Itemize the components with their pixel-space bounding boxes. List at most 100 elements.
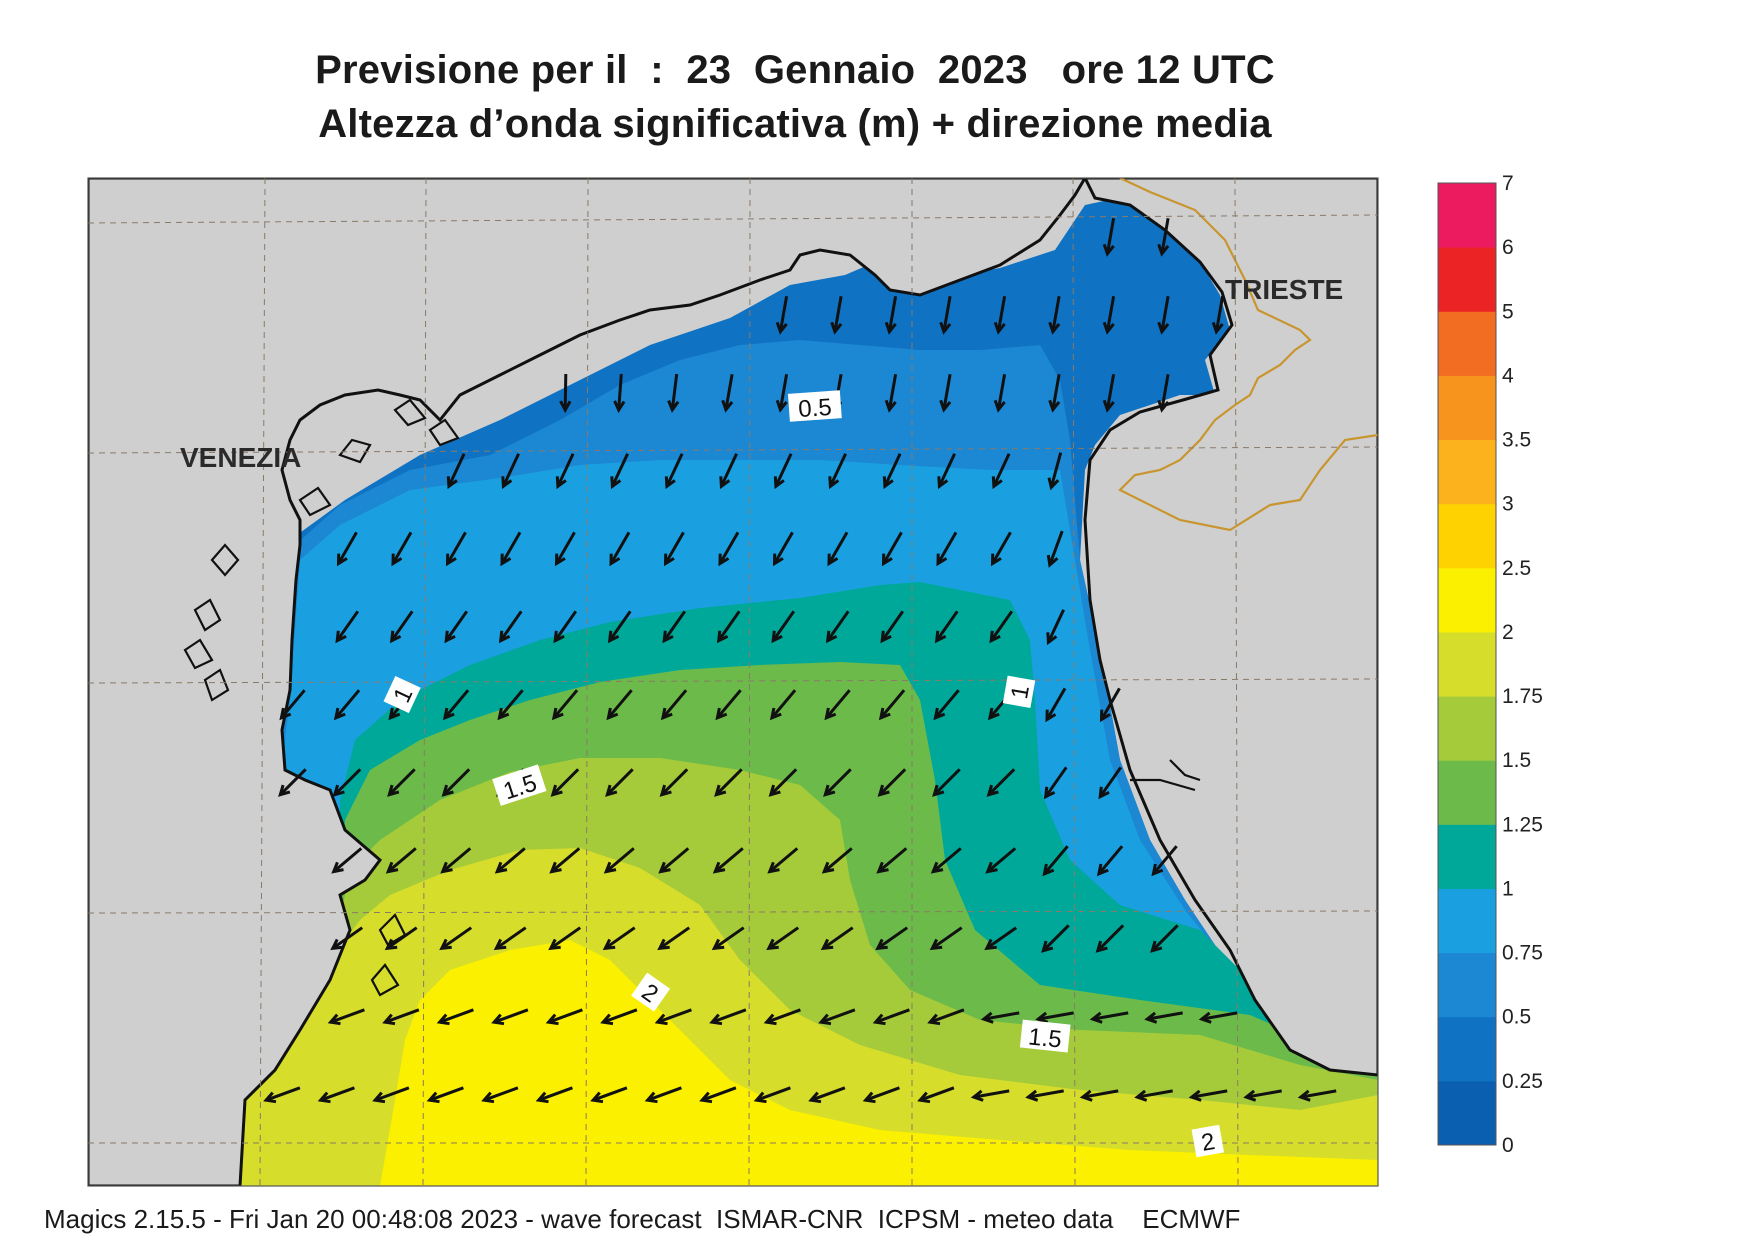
wave-arrow <box>384 1008 420 1024</box>
wave-arrow <box>1105 374 1116 410</box>
colorbar-tick-label: 5 <box>1502 300 1514 323</box>
wave-arrow-head <box>1102 243 1115 257</box>
colorbar-swatch <box>1438 824 1496 889</box>
wave-arrow-head <box>884 321 897 335</box>
wave-arrow-head <box>989 630 1001 644</box>
wave-arrow-head <box>1047 477 1060 491</box>
wave-arrow <box>714 847 744 873</box>
wave-arrow-head <box>610 476 622 490</box>
wave-arrow-head <box>1089 1011 1103 1024</box>
wave-arrow <box>495 926 527 950</box>
wave-arrow <box>563 373 568 411</box>
wave-arrow-head <box>263 1091 277 1104</box>
wave-arrow <box>1045 687 1067 721</box>
wave-arrow <box>822 926 854 950</box>
sea-band-2 <box>380 940 1378 1186</box>
wave-arrow <box>617 373 623 411</box>
wave-arrow <box>931 926 963 950</box>
wave-arrow-head <box>555 476 567 490</box>
wave-arrow <box>1160 296 1170 332</box>
wave-arrow <box>1044 766 1068 798</box>
wave-arrow <box>1160 218 1170 254</box>
wave-arrow-head <box>714 784 727 797</box>
city-label-venezia: VENEZIA <box>180 442 301 473</box>
wave-arrow-head <box>481 1091 495 1104</box>
wave-arrow <box>942 374 952 410</box>
wave-arrow-head <box>442 707 455 721</box>
wave-arrow-head <box>709 1013 723 1026</box>
wave-arrow <box>1048 530 1064 566</box>
wave-arrow <box>607 689 633 719</box>
colorbar-tick-label: 1 <box>1502 877 1514 900</box>
colorbar-swatch <box>1438 311 1496 376</box>
wave-arrow <box>879 689 906 719</box>
wave-arrow-head <box>711 938 725 951</box>
wave-arrow-head <box>1079 1089 1093 1102</box>
svg-text:1.5: 1.5 <box>1027 1023 1063 1053</box>
wave-arrow <box>823 847 853 873</box>
wave-arrow-head <box>333 707 346 721</box>
colorbar-swatch <box>1438 375 1496 441</box>
colorbar-swatch <box>1438 1080 1496 1146</box>
contour-labels: 0.5 1 1 1.5 2 1.5 <box>383 390 1225 1158</box>
wave-arrow-head <box>937 476 949 490</box>
wave-arrow-head <box>545 1013 559 1026</box>
title-line-1: Previsione per il : 23 Gennaio 2023 ore … <box>315 48 1275 92</box>
wave-arrow-head <box>317 1091 331 1104</box>
wave-arrow <box>932 847 962 873</box>
wave-arrow-head <box>872 1013 886 1026</box>
wave-arrow <box>592 1086 628 1102</box>
wave-arrow <box>548 1008 583 1024</box>
wave-arrow <box>609 531 631 565</box>
wave-arrow-head <box>768 784 781 797</box>
wave-arrow <box>280 689 306 719</box>
wave-arrow <box>942 296 952 332</box>
wave-arrow <box>778 296 789 332</box>
colorbar-tick-label: 3 <box>1502 493 1514 516</box>
wave-arrow-head <box>426 1091 440 1104</box>
wave-arrow <box>919 1086 955 1102</box>
contour-label: 1.5 <box>1019 1019 1071 1054</box>
wave-arrow <box>441 847 472 873</box>
wave-arrow-head <box>830 321 843 335</box>
wave-arrow-head <box>821 861 835 874</box>
title-line-2: Altezza d’onda significativa (m) + direz… <box>318 102 1272 146</box>
wave-arrow <box>989 610 1014 642</box>
wave-arrow <box>820 1008 856 1024</box>
wave-arrow-head <box>990 553 1002 567</box>
land-venice <box>88 178 1087 1186</box>
colorbar-swatch <box>1438 247 1496 312</box>
wave-arrow-head <box>1048 321 1061 335</box>
wave-arrow-head <box>664 476 676 490</box>
wave-arrow-head <box>336 553 348 567</box>
wave-arrow <box>985 926 1018 950</box>
wave-arrow-head <box>933 707 946 721</box>
wave-arrow-head <box>820 938 834 951</box>
wave-arrow <box>767 926 800 950</box>
wave-arrow-head <box>446 476 458 490</box>
wave-arrow-head <box>823 784 836 797</box>
wave-arrow <box>390 610 414 642</box>
wave-arrow-head <box>878 707 891 721</box>
wave-arrow <box>766 1008 801 1024</box>
wave-arrow <box>658 926 691 950</box>
colorbar-swatch <box>1438 183 1496 248</box>
wave-arrow <box>440 926 473 950</box>
wave-arrow <box>670 373 679 411</box>
wave-arrow <box>605 847 635 873</box>
wave-arrow-head <box>609 553 621 567</box>
wave-arrow <box>875 1008 910 1024</box>
colorbar-swatch <box>1438 503 1496 569</box>
colorbar-swatch <box>1438 696 1496 761</box>
wave-arrow-head <box>987 707 1000 721</box>
wave-arrow-head <box>498 630 511 644</box>
wave-arrow <box>334 689 361 719</box>
wave-arrow <box>829 453 847 487</box>
colorbar-tick-label: 6 <box>1502 236 1514 259</box>
wave-arrow-head <box>1243 1089 1257 1102</box>
wave-arrow <box>660 768 689 796</box>
wave-arrow <box>446 531 467 565</box>
wave-arrow <box>606 768 634 796</box>
colorbar-tick-label: 7 <box>1502 172 1514 195</box>
colorbar-swatch <box>1438 760 1496 825</box>
